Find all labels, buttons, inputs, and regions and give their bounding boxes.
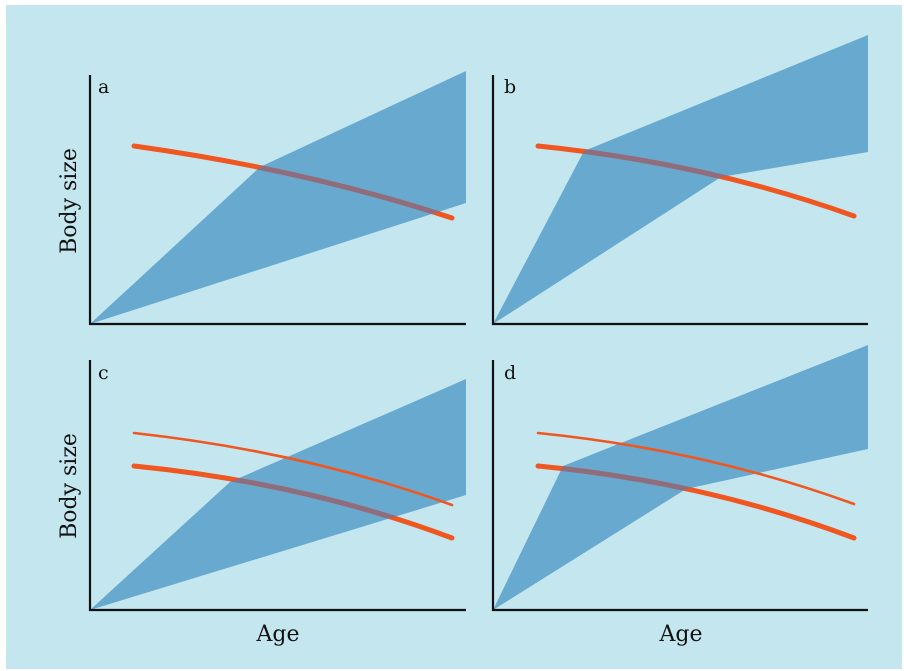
panel-a: a <box>88 71 466 326</box>
panel-c-letter: c <box>98 362 109 384</box>
panel-d: d <box>491 345 868 612</box>
panel-b: b <box>491 35 868 326</box>
figure: a b c d Body size <box>6 5 902 669</box>
panel-a-axes <box>88 75 466 326</box>
x-axis-label-left: Age <box>256 622 300 647</box>
panel-c-upper-threshold-curve <box>132 431 454 507</box>
panel-d-letter: d <box>504 362 516 384</box>
y-axis-label-top: Body size <box>57 148 82 254</box>
y-axis-label-bottom: Body size <box>57 433 82 539</box>
panel-d-size-range-band <box>493 345 868 610</box>
panel-a-letter: a <box>98 76 109 98</box>
figure-canvas: a b c d Body size <box>57 35 868 647</box>
panel-b-letter: b <box>504 76 516 98</box>
panel-c-axes <box>88 360 466 612</box>
panel-c-size-range-band <box>90 379 466 610</box>
panel-b-axes <box>491 75 868 326</box>
panel-a-size-range-band <box>90 71 466 324</box>
panel-d-upper-threshold-curve <box>536 431 856 506</box>
panel-c: c <box>88 360 466 612</box>
x-axis-label-right: Age <box>659 622 703 647</box>
panel-d-axes <box>491 360 868 612</box>
panel-b-size-range-band <box>493 35 868 324</box>
